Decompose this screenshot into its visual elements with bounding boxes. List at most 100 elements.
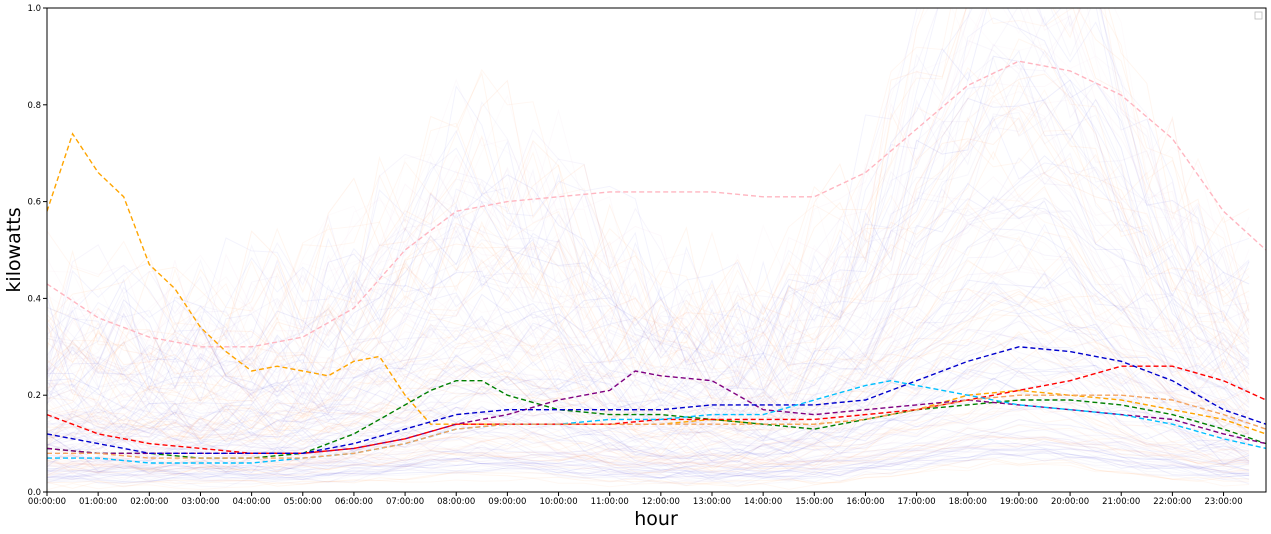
background-trace [47,8,1250,363]
x-tick-label: 23:00:00 [1204,497,1242,507]
x-tick-label: 02:00:00 [130,497,168,507]
background-trace [47,101,1250,406]
x-tick-label: 21:00:00 [1102,497,1140,507]
background-trace [47,17,1250,391]
background-trace [47,13,1250,381]
background-trace [47,266,1250,444]
background-trace [47,320,1250,450]
background-trace [47,91,1250,401]
x-tick-label: 12:00:00 [642,497,680,507]
background-trace [47,447,1250,473]
x-tick-label: 18:00:00 [949,497,987,507]
y-tick-label: 0.8 [27,101,41,111]
background-trace [47,347,1250,453]
background-trace [47,364,1250,464]
background-trace [47,228,1250,431]
background-trace [47,116,1250,420]
background-trace [47,362,1250,462]
background-trace [47,288,1250,445]
background-trace [47,8,1250,390]
background-trace [47,419,1250,474]
x-axis-label: hour [634,508,678,530]
x-tick-label: 00:00:00 [28,497,66,507]
background-trace [47,381,1250,456]
background-trace [47,308,1250,448]
background-trace [47,64,1250,404]
background-trace [47,453,1250,483]
background-trace [47,429,1250,477]
background-trace [47,8,1250,356]
background-trace [47,431,1250,470]
background-trace [47,8,1250,375]
background-trace [47,329,1250,458]
series-line-1 [47,60,1266,348]
background-trace [47,355,1250,464]
background-trace [47,459,1250,488]
background-trace [47,283,1250,453]
background-trace [47,287,1250,444]
background-trace [47,436,1250,476]
y-tick-label: 1.0 [27,4,41,14]
background-trace [47,435,1250,483]
background-trace [47,362,1250,456]
background-trace [47,249,1250,432]
background-trace [47,425,1250,481]
background-trace [47,397,1250,476]
background-trace [47,193,1250,426]
background-trace [47,441,1250,474]
background-trace [47,448,1250,480]
background-trace [47,172,1250,427]
background-trace [47,8,1250,372]
background-trace [47,450,1250,481]
background-trace [47,155,1250,413]
x-tick-label: 05:00:00 [284,497,322,507]
background-trace [47,43,1250,395]
background-trace [47,71,1250,391]
x-tick-label: 03:00:00 [181,497,219,507]
x-tick-label: 16:00:00 [846,497,884,507]
series-layer [47,60,1266,464]
background-trace [47,452,1250,479]
x-tick-label: 01:00:00 [79,497,117,507]
y-tick-label: 0.4 [27,294,41,304]
background-trace [47,157,1250,405]
background-trace [47,102,1250,382]
background-trace [47,406,1250,470]
background-trace [47,8,1250,393]
background-trace [47,196,1250,431]
background-trace [47,232,1250,441]
background-trace [47,405,1250,474]
background-trace [47,357,1250,455]
background-trace [47,198,1250,425]
background-trace [47,243,1250,428]
background-trace [47,97,1250,397]
x-tick-label: 10:00:00 [539,497,577,507]
background-trace [47,303,1250,450]
background-trace [47,401,1250,470]
background-trace [47,418,1250,477]
x-tick-label: 20:00:00 [1051,497,1089,507]
series-line-8 [47,394,1266,459]
background-trace [47,8,1250,352]
background-trace [47,356,1250,462]
background-trace [47,113,1250,411]
x-tick-label: 14:00:00 [744,497,782,507]
background-trace [47,441,1250,484]
x-tick-label: 19:00:00 [1000,497,1038,507]
background-trace [47,105,1250,402]
background-trace [47,375,1250,464]
background-trace [47,8,1250,340]
x-tick-label: 04:00:00 [233,497,271,507]
x-tick-label: 07:00:00 [386,497,424,507]
background-trace [47,332,1250,458]
series-line-6 [47,346,1266,454]
background-trace [47,449,1250,479]
background-trace [47,437,1250,484]
background-trace [47,343,1250,459]
x-tick-label: 22:00:00 [1153,497,1191,507]
background-trace [47,150,1250,403]
background-trace [47,79,1250,397]
background-trace [47,231,1250,443]
